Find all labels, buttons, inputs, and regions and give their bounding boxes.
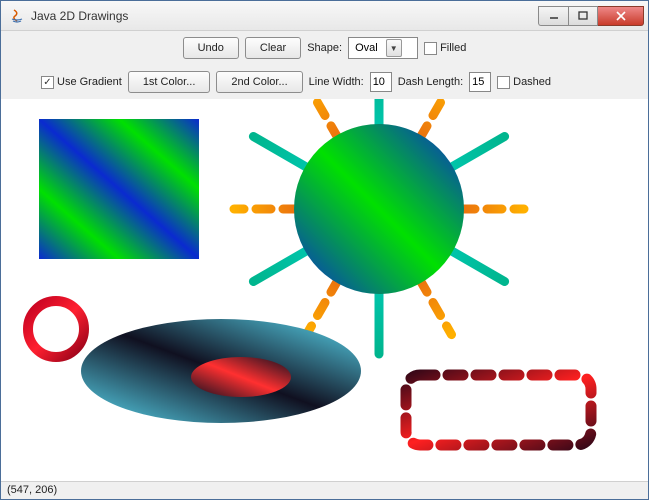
shape-combobox-value: Oval: [355, 42, 378, 54]
use-gradient-checkbox[interactable]: ✓: [41, 76, 54, 89]
first-color-button[interactable]: 1st Color...: [128, 71, 211, 93]
second-color-button[interactable]: 2nd Color...: [216, 71, 302, 93]
window-buttons: [538, 6, 644, 26]
toolbars: Undo Clear Shape: Oval ▼ Filled ✓ Use Gr…: [1, 31, 648, 99]
status-bar: (547, 206): [1, 481, 648, 499]
filled-checkbox-label: Filled: [440, 42, 466, 54]
shape-label: Shape:: [307, 42, 342, 54]
shape-combobox[interactable]: Oval ▼: [348, 37, 418, 59]
dashed-checkbox[interactable]: [497, 76, 510, 89]
canvas-svg: [1, 99, 648, 479]
dashed-checkbox-label: Dashed: [513, 76, 551, 88]
clear-button[interactable]: Clear: [245, 37, 301, 59]
line-width-input[interactable]: [370, 72, 392, 92]
use-gradient-label: Use Gradient: [57, 76, 122, 88]
titlebar[interactable]: Java 2D Drawings: [1, 1, 648, 31]
chevron-down-icon: ▼: [386, 39, 402, 57]
toolbar-bottom: ✓ Use Gradient 1st Color... 2nd Color...…: [1, 65, 648, 99]
toolbar-top: Undo Clear Shape: Oval ▼ Filled: [1, 31, 648, 65]
line-width-label: Line Width:: [309, 76, 364, 88]
close-button[interactable]: [598, 6, 644, 26]
maximize-button[interactable]: [568, 6, 598, 26]
drawing-canvas[interactable]: [1, 99, 648, 481]
undo-button[interactable]: Undo: [183, 37, 239, 59]
window-title: Java 2D Drawings: [31, 9, 538, 23]
app-window: Java 2D Drawings Undo Clear Shape: Oval …: [0, 0, 649, 500]
dash-length-input[interactable]: [469, 72, 491, 92]
filled-checkbox[interactable]: [424, 42, 437, 55]
java-icon: [9, 8, 25, 24]
minimize-button[interactable]: [538, 6, 568, 26]
mouse-coords: (547, 206): [7, 484, 57, 496]
dash-length-label: Dash Length:: [398, 76, 463, 88]
